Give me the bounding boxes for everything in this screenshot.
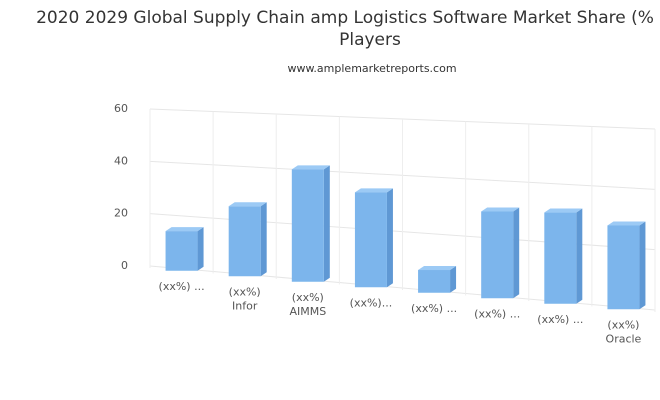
bar-front xyxy=(291,169,324,282)
x-tick-line: (xx%) ... xyxy=(159,280,205,293)
bar-side xyxy=(639,221,646,310)
bar-top xyxy=(165,227,204,232)
bar xyxy=(418,266,457,293)
bar-side xyxy=(260,202,267,277)
bar xyxy=(481,207,520,299)
bar xyxy=(228,202,267,277)
bar-top xyxy=(291,165,330,170)
x-tick-line: (xx%) ... xyxy=(474,307,520,320)
x-tick-label: (xx%) ... xyxy=(159,280,205,293)
y-tick-label: 0 xyxy=(121,259,128,272)
x-tick-line: (xx%) xyxy=(292,291,324,304)
chart-title: 2020 2029 Global Supply Chain amp Logist… xyxy=(36,8,654,28)
y-tick-label: 40 xyxy=(114,154,128,167)
bar xyxy=(544,208,583,304)
y-tick-label: 60 xyxy=(114,102,128,115)
bar-side xyxy=(513,207,520,299)
x-tick-line: (xx%) xyxy=(229,285,261,298)
bar-top xyxy=(481,207,520,212)
bar-front xyxy=(544,212,577,304)
bar-side xyxy=(576,208,583,304)
bar xyxy=(165,227,204,271)
bar-front xyxy=(165,231,198,271)
x-tick-label: (xx%)... xyxy=(350,296,393,309)
x-tick-label: (xx%) ... xyxy=(411,302,457,315)
bar-side xyxy=(197,227,204,271)
bar-top xyxy=(418,266,457,271)
bar xyxy=(291,165,330,282)
bar-top xyxy=(228,202,267,207)
bar-front xyxy=(354,192,387,288)
bar-side xyxy=(323,165,330,282)
bar-front xyxy=(607,225,640,310)
x-tick-label: (xx%) Oracle xyxy=(606,318,642,345)
x-tick-line: (xx%) ... xyxy=(411,302,457,315)
x-tick-line: Infor xyxy=(232,299,258,312)
bar-front xyxy=(228,206,261,277)
bar-front xyxy=(481,211,514,299)
x-tick-line: AIMMS xyxy=(289,305,326,318)
y-tick-label: 20 xyxy=(114,207,128,220)
bar-front xyxy=(418,270,451,293)
x-tick-line: Oracle xyxy=(606,332,642,345)
x-tick-label: (xx%) ... xyxy=(474,307,520,320)
x-tick-label: (xx%) AIMMS xyxy=(289,291,326,318)
bar-top xyxy=(607,221,646,226)
x-tick-line: (xx%) ... xyxy=(537,313,583,326)
x-tick-label: (xx%) Infor xyxy=(229,285,261,312)
bar xyxy=(354,188,393,288)
chart-title: Players xyxy=(339,30,401,50)
chart-subtitle: www.amplemarketreports.com xyxy=(287,62,456,75)
bar-side xyxy=(386,188,393,288)
bar xyxy=(607,221,646,310)
x-tick-label: (xx%) ... xyxy=(537,313,583,326)
x-tick-line: (xx%) xyxy=(607,318,639,331)
bar-top xyxy=(354,188,393,193)
bar-side xyxy=(450,266,457,293)
bar-top xyxy=(544,208,583,213)
x-tick-line: (xx%)... xyxy=(350,296,393,309)
